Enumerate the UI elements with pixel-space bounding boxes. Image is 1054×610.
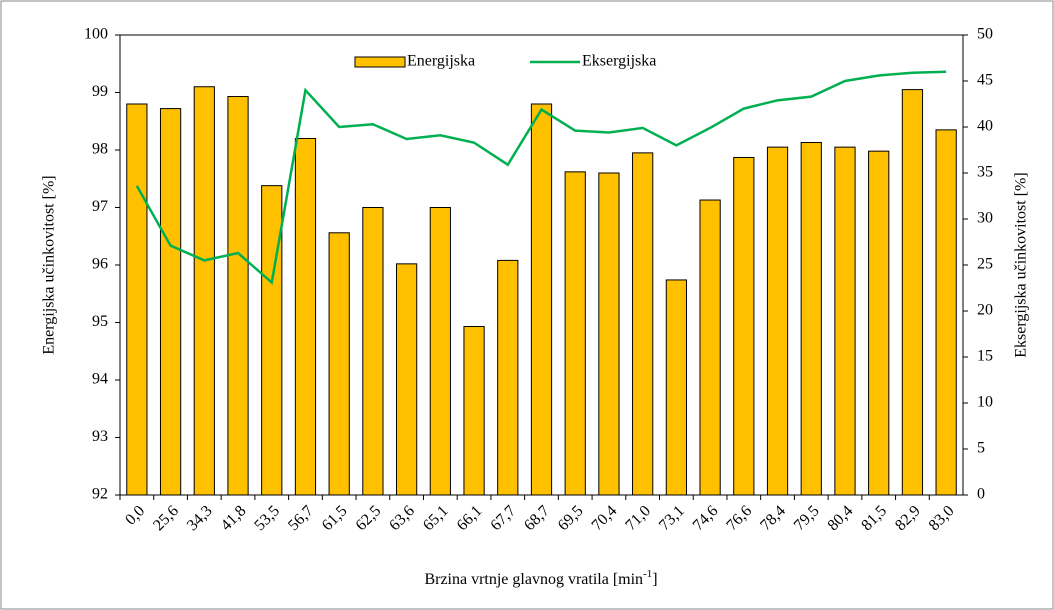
y2-tick-label: 30 [977,210,993,227]
bar [665,279,687,496]
bar [328,232,350,496]
y-tick-label: 97 [92,198,108,215]
bar [834,146,856,496]
y2-axis-title: Eksergijska učinkovitost [%] [1013,172,1030,357]
bar [159,108,182,496]
bar [497,259,519,496]
bar [598,172,620,496]
bar [766,146,789,496]
bar [463,326,485,496]
y2-tick-label: 45 [977,72,993,89]
y-tick-label: 93 [92,428,108,445]
y-axis-title: Energijska učinkovitost [%] [41,175,58,354]
y2-tick-label: 25 [977,256,993,273]
bar [800,142,822,496]
bar [699,199,721,496]
y-tick-label: 100 [84,26,108,43]
bar [193,86,215,496]
y2-tick-label: 5 [977,440,985,457]
y-tick-label: 92 [92,486,108,503]
y2-tick-label: 10 [977,394,993,411]
y2-tick-label: 0 [977,486,985,503]
legend-label: Eksergijska [582,53,656,70]
bar [362,207,384,496]
y2-tick-label: 15 [977,348,993,365]
y-tick-label: 98 [92,141,108,158]
line [135,70,947,285]
bar [227,96,249,496]
bar [564,171,586,496]
x-axis-title-main: Brzina vrtnje glavnog vratila [min [424,571,643,588]
y2-tick-label: 35 [977,164,993,181]
x-axis-title-end: ] [652,571,657,588]
bar [901,89,924,496]
bar [632,152,654,496]
bar [396,263,418,496]
bar [935,129,957,496]
y-tick-label: 99 [92,83,108,100]
bar [530,103,553,496]
y2-tick-label: 20 [977,302,993,319]
bar [294,138,317,496]
x-axis-title-sup: -1 [643,568,652,580]
legend-swatch [354,56,406,68]
y-tick-label: 95 [92,313,108,330]
bar [733,156,755,496]
y-tick-label: 94 [92,371,108,388]
y-tick-label: 96 [92,256,108,273]
bar [868,150,890,496]
x-axis-title: Brzina vrtnje glavnog vratila [min-1] [424,568,657,588]
bar [126,103,148,496]
bar [261,185,283,496]
y2-tick-label: 50 [977,26,993,43]
legend-label: Energijska [407,53,475,70]
y2-tick-label: 40 [977,118,993,135]
bar [429,207,451,496]
